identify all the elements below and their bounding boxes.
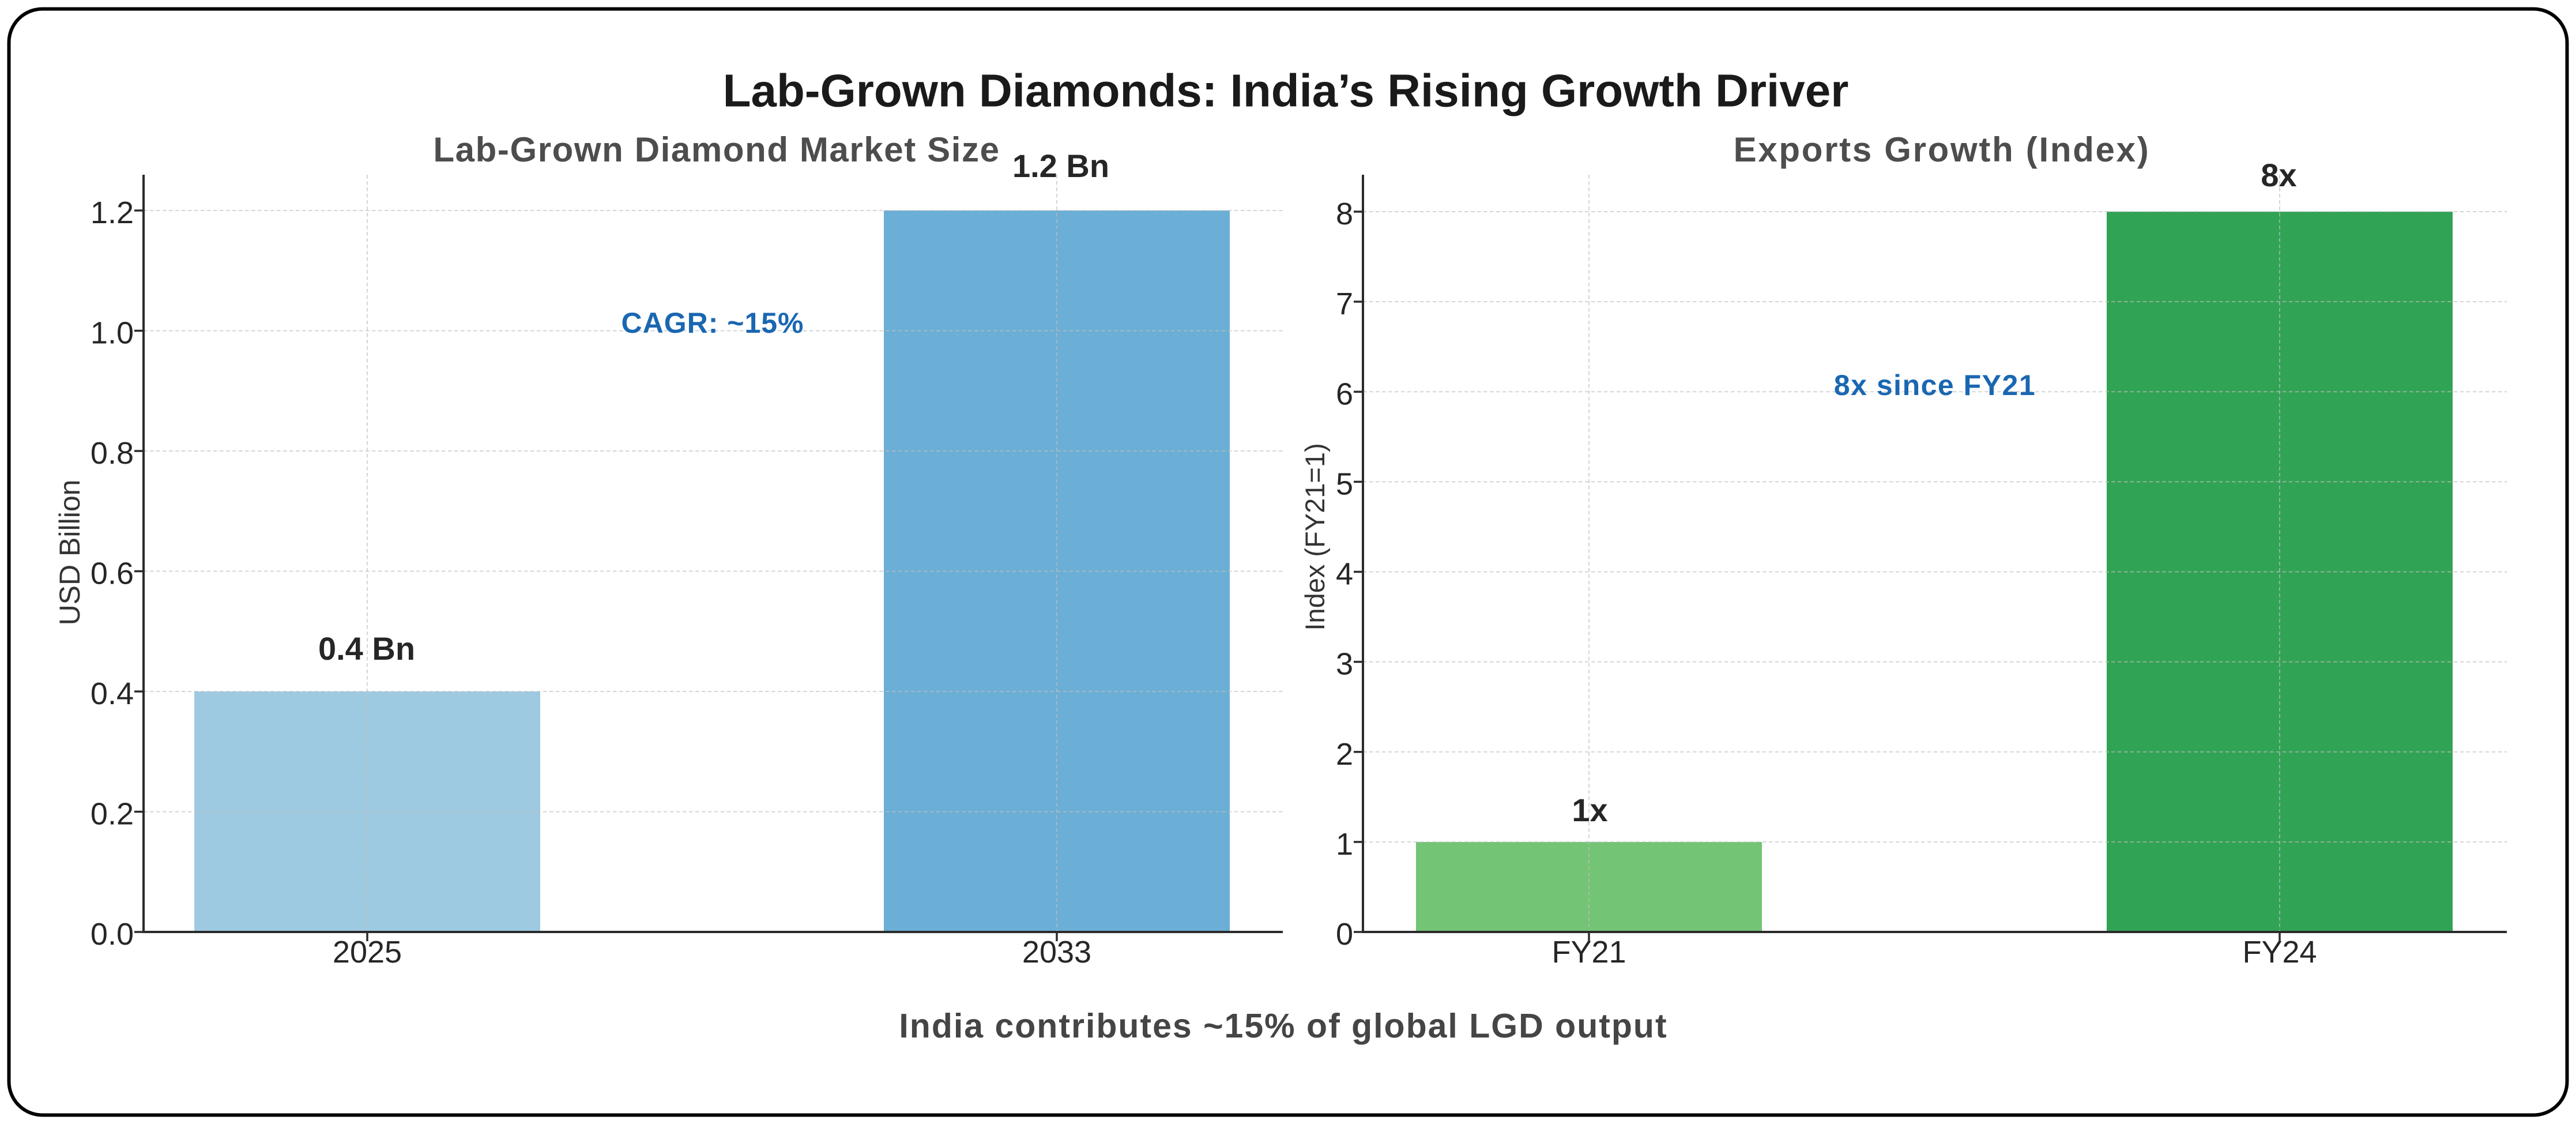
svg-text:Lab-Grown Diamond Market Size: Lab-Grown Diamond Market Size — [433, 130, 1000, 169]
svg-text:1x: 1x — [1572, 792, 1607, 828]
svg-text:5: 5 — [1336, 467, 1353, 501]
svg-text:6: 6 — [1336, 377, 1353, 411]
svg-text:2: 2 — [1336, 737, 1353, 772]
svg-text:0.8: 0.8 — [91, 436, 134, 471]
svg-text:0.0: 0.0 — [91, 917, 134, 952]
svg-text:Lab-Grown Diamonds: India’s Ri: Lab-Grown Diamonds: India’s Rising Growt… — [723, 65, 1849, 116]
svg-text:1.2: 1.2 — [91, 196, 134, 230]
svg-text:4: 4 — [1336, 557, 1353, 592]
svg-text:0.4 Bn: 0.4 Bn — [318, 630, 415, 667]
svg-text:0.4: 0.4 — [91, 676, 134, 711]
svg-text:USD Billion: USD Billion — [54, 480, 86, 626]
svg-text:Index (FY21=1): Index (FY21=1) — [1300, 443, 1330, 630]
svg-text:0.6: 0.6 — [91, 557, 134, 591]
svg-text:India contributes ~15% of glob: India contributes ~15% of global LGD out… — [899, 1007, 1667, 1045]
svg-text:1: 1 — [1336, 827, 1353, 862]
svg-text:8x: 8x — [2261, 157, 2296, 193]
svg-text:1.0: 1.0 — [91, 316, 134, 351]
svg-text:2033: 2033 — [1022, 935, 1091, 969]
svg-text:3: 3 — [1336, 647, 1353, 682]
svg-text:CAGR: ~15%: CAGR: ~15% — [621, 307, 804, 339]
svg-text:8x since FY21: 8x since FY21 — [1834, 369, 2036, 401]
svg-text:Exports Growth (Index): Exports Growth (Index) — [1734, 130, 2151, 169]
svg-text:2025: 2025 — [333, 935, 402, 969]
svg-text:FY21: FY21 — [1551, 935, 1626, 969]
svg-text:FY24: FY24 — [2242, 935, 2317, 969]
svg-text:1.2 Bn: 1.2 Bn — [1012, 148, 1109, 184]
svg-text:0: 0 — [1336, 917, 1353, 952]
svg-text:7: 7 — [1336, 287, 1353, 321]
svg-text:8: 8 — [1336, 197, 1353, 231]
svg-text:0.2: 0.2 — [91, 797, 134, 832]
